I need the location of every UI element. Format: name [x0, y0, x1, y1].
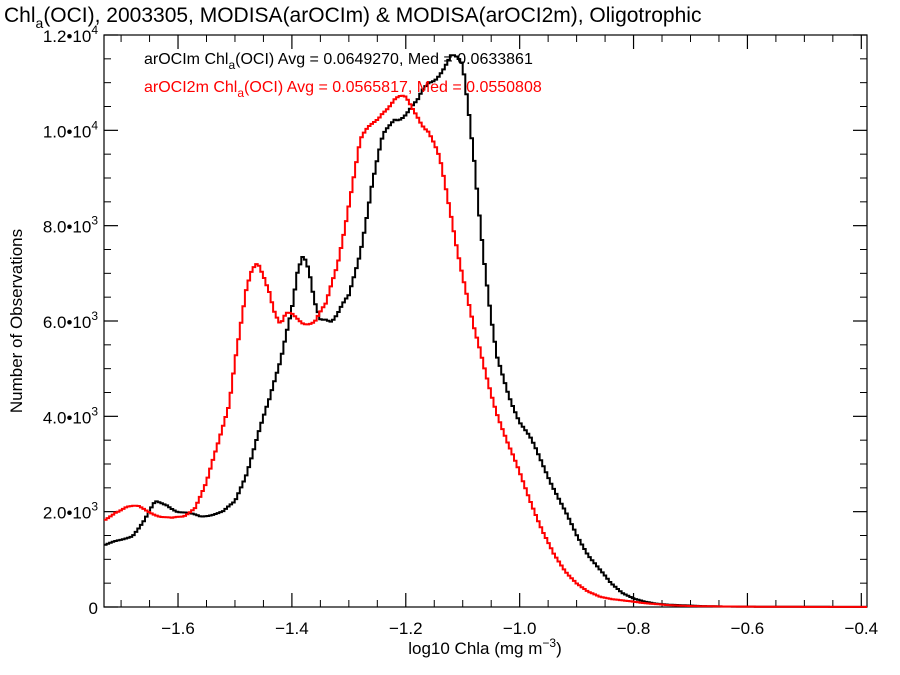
y-tick-label: 6.0•103	[43, 309, 99, 332]
x-tick-label: −1.4	[275, 619, 309, 638]
x-tick-label: −1.0	[503, 619, 537, 638]
y-tick-label: 2.0•103	[43, 500, 99, 523]
x-tick-label: −0.8	[617, 619, 651, 638]
y-tick-label: 1.2•104	[43, 23, 99, 46]
series-0-line	[104, 54, 867, 608]
y-tick-label: 1.0•104	[43, 118, 99, 141]
legend: arOCIm Chla(OCI) Avg = 0.0649270, Med = …	[144, 51, 542, 100]
x-tick-label: −1.6	[161, 619, 195, 638]
x-tick-label: −0.6	[731, 619, 765, 638]
y-tick-label: 0	[89, 599, 98, 618]
legend-entry-red: arOCI2m Chla(OCI) Avg = 0.0565817, Med =…	[144, 79, 542, 100]
x-tick-label: −0.4	[845, 619, 879, 638]
chart-title: Chla(OCI), 2003305, MODISA(arOCIm) & MOD…	[4, 4, 701, 31]
x-axis-label: log10 Chla (mg m−3)	[408, 636, 562, 658]
legend-entry-black: arOCIm Chla(OCI) Avg = 0.0649270, Med = …	[144, 51, 533, 72]
series-1-line	[104, 94, 867, 608]
x-axis: −1.6 −1.4 −1.2 −1.0 −0.8 −0.6 −0.4	[120, 35, 879, 638]
x-tick-label: −1.2	[389, 619, 423, 638]
plot-frame	[103, 34, 868, 608]
y-axis-label: Number of Observations	[7, 229, 26, 413]
y-axis: 0 2.0•103 4.0•103 6.0•103 8.0•103 1.0•104 1.2•…	[43, 23, 867, 618]
y-tick-label: 8.0•103	[43, 214, 99, 237]
y-tick-label: 4.0•103	[43, 404, 99, 427]
series-layer	[104, 54, 867, 608]
